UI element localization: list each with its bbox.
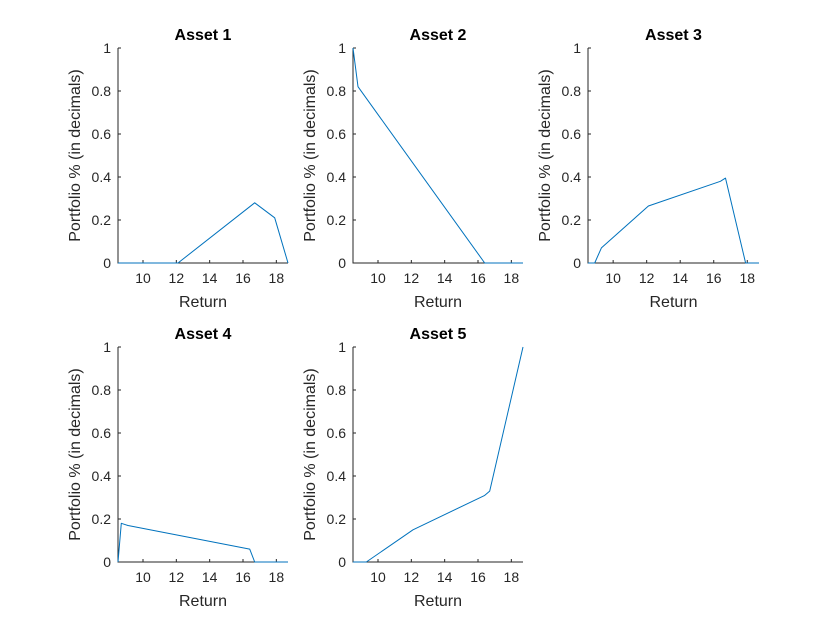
chart-title: Asset 3 bbox=[645, 27, 702, 44]
y-tick-label: 0.2 bbox=[92, 212, 112, 228]
x-tick-label: 14 bbox=[437, 270, 453, 286]
x-tick-label: 10 bbox=[135, 270, 151, 286]
x-tick-label: 14 bbox=[672, 270, 688, 286]
y-tick-label: 0.6 bbox=[562, 126, 582, 142]
y-tick-label: 0.8 bbox=[92, 382, 112, 398]
x-tick-label: 14 bbox=[437, 569, 453, 585]
y-tick-label: 0.8 bbox=[327, 382, 347, 398]
x-axis-label: Return bbox=[179, 593, 227, 610]
x-tick-label: 10 bbox=[135, 569, 151, 585]
y-axis-label: Portfolio % (in decimals) bbox=[537, 69, 554, 242]
x-tick-label: 18 bbox=[269, 270, 285, 286]
x-tick-label: 16 bbox=[470, 270, 486, 286]
series-line bbox=[353, 346, 524, 563]
x-tick-label: 12 bbox=[404, 270, 420, 286]
y-tick-label: 1 bbox=[338, 40, 346, 56]
x-axis-label: Return bbox=[414, 294, 462, 311]
x-tick-label: 14 bbox=[202, 270, 218, 286]
chart-title: Asset 1 bbox=[175, 27, 232, 44]
series-line bbox=[117, 522, 288, 563]
x-tick-label: 16 bbox=[706, 270, 722, 286]
x-tick-label: 12 bbox=[169, 270, 185, 286]
x-tick-label: 16 bbox=[235, 569, 251, 585]
axes-frame bbox=[587, 48, 759, 264]
y-tick-label: 0 bbox=[103, 554, 111, 570]
subplot-4: 0 0.2 0.4 0.6 0.8 1 10 12 14 16 18 Asset 4 Return Por… bbox=[67, 326, 288, 610]
y-tick-label: 0.6 bbox=[92, 126, 112, 142]
x-tick-label: 16 bbox=[235, 270, 251, 286]
y-tick-label: 0.8 bbox=[327, 83, 347, 99]
y-axis-label: Portfolio % (in decimals) bbox=[67, 69, 84, 242]
subplot-3: 0 0.2 0.4 0.6 0.8 1 10 12 14 16 18 Asset 3 Return Por… bbox=[537, 27, 759, 311]
x-tick-label: 10 bbox=[605, 270, 621, 286]
subplot-1: 0 0.2 0.4 0.6 0.8 1 10 12 14 16 18 Asset 1 Return Por… bbox=[67, 27, 289, 311]
x-tick-label: 18 bbox=[504, 270, 520, 286]
y-axis-label: Portfolio % (in decimals) bbox=[302, 368, 319, 541]
x-tick-label: 12 bbox=[169, 569, 185, 585]
chart-title: Asset 2 bbox=[410, 27, 467, 44]
y-tick-label: 0 bbox=[338, 554, 346, 570]
x-axis-label: Return bbox=[649, 294, 697, 311]
y-tick-label: 1 bbox=[103, 40, 111, 56]
y-tick-label: 0.6 bbox=[327, 425, 347, 441]
series-line bbox=[118, 202, 289, 264]
x-tick-label: 18 bbox=[504, 569, 520, 585]
y-tick-label: 1 bbox=[338, 339, 346, 355]
x-tick-label: 18 bbox=[739, 270, 755, 286]
x-tick-label: 14 bbox=[202, 569, 218, 585]
y-tick-label: 0.4 bbox=[327, 468, 347, 484]
chart-title: Asset 5 bbox=[410, 326, 467, 343]
x-axis-label: Return bbox=[179, 294, 227, 311]
x-tick-label: 10 bbox=[370, 569, 386, 585]
subplot-5: 0 0.2 0.4 0.6 0.8 1 10 12 14 16 18 Asset 5 Return Por… bbox=[302, 326, 524, 610]
x-axis-label: Return bbox=[414, 593, 462, 610]
y-tick-label: 0.4 bbox=[562, 169, 582, 185]
y-tick-label: 1 bbox=[573, 40, 581, 56]
x-tick-label: 12 bbox=[639, 270, 655, 286]
x-tick-label: 16 bbox=[470, 569, 486, 585]
y-tick-label: 0.2 bbox=[327, 212, 347, 228]
y-tick-label: 0.2 bbox=[92, 511, 112, 527]
x-tick-label: 12 bbox=[404, 569, 420, 585]
y-tick-label: 0.6 bbox=[92, 425, 112, 441]
series-line bbox=[588, 177, 759, 264]
axes-frame bbox=[117, 347, 288, 563]
y-tick-label: 0.2 bbox=[327, 511, 347, 527]
subplot-2: 0 0.2 0.4 0.6 0.8 1 10 12 14 16 18 Asset 2 Return Por… bbox=[302, 27, 523, 311]
x-tick-label: 10 bbox=[370, 270, 386, 286]
y-axis-label: Portfolio % (in decimals) bbox=[302, 69, 319, 242]
y-tick-label: 0 bbox=[338, 255, 346, 271]
y-tick-label: 0.6 bbox=[327, 126, 347, 142]
y-tick-label: 0.4 bbox=[92, 169, 112, 185]
axes-frame bbox=[352, 347, 523, 563]
y-tick-label: 0.4 bbox=[327, 169, 347, 185]
chart-title: Asset 4 bbox=[175, 326, 232, 343]
axes-frame bbox=[117, 48, 288, 264]
axes-frame bbox=[352, 48, 523, 264]
y-tick-label: 0 bbox=[573, 255, 581, 271]
y-tick-label: 0 bbox=[103, 255, 111, 271]
y-tick-label: 1 bbox=[103, 339, 111, 355]
x-tick-label: 18 bbox=[269, 569, 285, 585]
y-tick-label: 0.8 bbox=[562, 83, 582, 99]
series-line bbox=[352, 47, 523, 264]
y-axis-label: Portfolio % (in decimals) bbox=[67, 368, 84, 541]
y-tick-label: 0.4 bbox=[92, 468, 112, 484]
y-tick-label: 0.2 bbox=[562, 212, 582, 228]
y-tick-label: 0.8 bbox=[92, 83, 112, 99]
